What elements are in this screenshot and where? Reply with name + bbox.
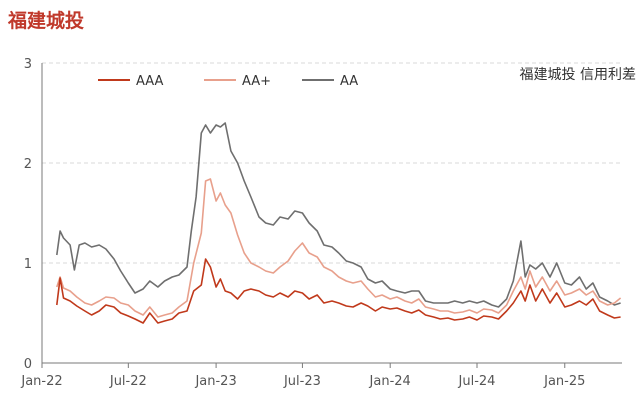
y-tick-label: 0 xyxy=(24,357,32,372)
series-line-aaa xyxy=(56,258,621,324)
axes: 0 1 2 3 Jan-22 Jul-22 Jan-23 Jul-23 Jan-24 Jul-24… xyxy=(20,57,622,389)
x-tick-label: Jan-23 xyxy=(194,374,236,389)
x-tick-label: Jul-22 xyxy=(109,374,147,389)
gridlines xyxy=(42,62,622,264)
series-line-aaplus xyxy=(56,178,622,318)
series-line-aa xyxy=(56,122,621,308)
x-tick-label: Jul-24 xyxy=(458,374,496,389)
y-tick-label: 3 xyxy=(24,57,32,72)
y-tick-label: 2 xyxy=(24,157,32,172)
legend: AAA AA+ AA xyxy=(98,74,358,89)
x-tick-label: Jul-23 xyxy=(283,374,321,389)
page-title: 福建城投 xyxy=(8,10,85,32)
x-tick-label: Jan-24 xyxy=(369,374,411,389)
legend-label: AA xyxy=(340,74,358,89)
series-lines xyxy=(56,122,622,324)
chart-annotation: 福建城投 信用利差 xyxy=(520,67,636,83)
y-tick-label: 1 xyxy=(24,257,32,272)
legend-label: AAA xyxy=(136,74,164,89)
x-tick-label: Jan-22 xyxy=(20,374,62,389)
x-tick-label: Jan-25 xyxy=(543,374,585,389)
legend-label: AA+ xyxy=(242,74,271,89)
